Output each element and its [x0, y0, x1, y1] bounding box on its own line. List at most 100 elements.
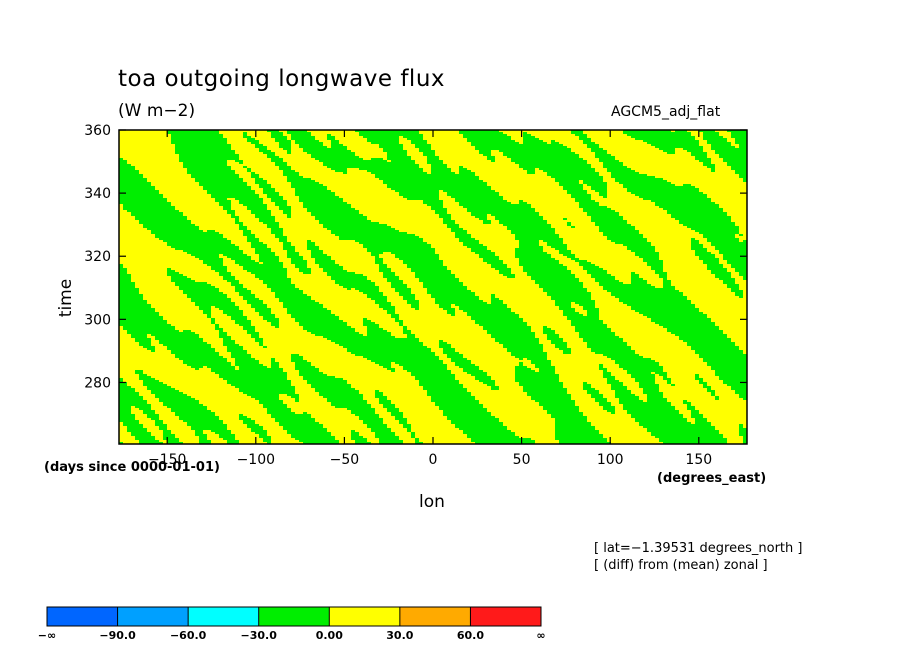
heatmap-cell [231, 282, 239, 284]
heatmap-cell [239, 414, 243, 416]
heatmap-cell [395, 418, 407, 420]
heatmap-cell [163, 432, 171, 434]
heatmap-cell [179, 418, 219, 420]
heatmap-cell [319, 392, 359, 394]
heatmap-cell [271, 158, 283, 160]
heatmap-cell [391, 282, 403, 284]
heatmap-cell [155, 336, 199, 338]
heatmap-cell [263, 152, 275, 154]
heatmap-cell [355, 442, 371, 444]
heatmap-cell [287, 216, 291, 218]
heatmap-cell [459, 132, 503, 134]
heatmap-cell [243, 422, 255, 424]
heatmap-cell [507, 156, 579, 158]
chart-units: (W m−2) [118, 101, 196, 121]
heatmap-cell [279, 146, 291, 148]
heatmap-cell [395, 416, 403, 418]
heatmap-cell [727, 130, 747, 132]
heatmap-cell [507, 348, 543, 350]
heatmap-cell [163, 434, 175, 436]
heatmap-cell [135, 340, 151, 342]
heatmap-cell [375, 302, 391, 304]
heatmap-cell [695, 254, 715, 256]
heatmap-cell [235, 386, 295, 388]
heatmap-cell [591, 188, 607, 190]
heatmap-cell [387, 280, 403, 282]
heatmap-cell [619, 402, 671, 404]
heatmap-cell [567, 224, 571, 226]
heatmap-cell [303, 378, 343, 380]
heatmap-cell [611, 172, 639, 174]
heatmap-cell [335, 234, 415, 236]
heatmap-cell [399, 322, 403, 324]
heatmap-cell [119, 286, 135, 288]
heatmap-cell [471, 212, 539, 214]
heatmap-cell [127, 428, 147, 430]
heatmap-cell [251, 246, 267, 248]
heatmap-cell [203, 188, 251, 190]
heatmap-cell [571, 258, 579, 260]
heatmap-cell [367, 248, 435, 250]
heatmap-cell [347, 350, 431, 352]
heatmap-cell [739, 396, 747, 398]
heatmap-cell [275, 420, 315, 422]
heatmap-cell [715, 152, 747, 154]
heatmap-cell [447, 226, 459, 228]
heatmap-cell [211, 318, 215, 320]
heatmap-cell [399, 420, 407, 422]
heatmap-cell [183, 360, 227, 362]
heatmap-cell [287, 214, 291, 216]
heatmap-cell [411, 140, 427, 142]
heatmap-cell [615, 394, 635, 396]
heatmap-cell [355, 288, 379, 290]
heatmap-cell [355, 414, 379, 416]
heatmap-cell [295, 438, 335, 440]
heatmap-cell [575, 328, 611, 330]
heatmap-cell [551, 296, 591, 298]
heatmap-cell [427, 204, 443, 206]
heatmap-cell [491, 336, 535, 338]
heatmap-cell [699, 258, 719, 260]
heatmap-cell [199, 438, 207, 440]
heatmap-cell [563, 350, 571, 352]
heatmap-cell [623, 184, 675, 186]
heatmap-cell [119, 416, 135, 418]
heatmap-cell [471, 250, 491, 252]
heatmap-cell [351, 412, 375, 414]
heatmap-cell [403, 136, 423, 138]
heatmap-cell [459, 170, 471, 172]
heatmap-cell [379, 144, 403, 146]
heatmap-cell [591, 220, 627, 222]
heatmap-cell [287, 250, 295, 252]
heatmap-cell [255, 308, 271, 310]
heatmap-cell [599, 366, 603, 368]
heatmap-cell [291, 356, 303, 358]
heatmap-cell [491, 214, 539, 216]
heatmap-cell [363, 136, 399, 138]
heatmap-cell [707, 264, 723, 266]
heatmap-cell [171, 410, 211, 412]
heatmap-cell [543, 288, 587, 290]
heatmap-cell [291, 258, 303, 260]
heatmap-cell [515, 376, 559, 378]
heatmap-cell [667, 330, 723, 332]
heatmap-cell [411, 142, 427, 144]
heatmap-cell [603, 406, 615, 408]
heatmap-cell [691, 152, 707, 154]
heatmap-cell [263, 222, 279, 224]
heatmap-cell [151, 350, 155, 352]
heatmap-cell [119, 312, 159, 314]
heatmap-cell [743, 276, 747, 278]
heatmap-cell [627, 410, 679, 412]
heatmap-cell [647, 428, 715, 430]
heatmap-cell [487, 330, 531, 332]
heatmap-cell [175, 354, 219, 356]
heatmap-cell [543, 326, 547, 328]
heatmap-cell [399, 324, 403, 326]
heatmap-cell [391, 160, 415, 162]
heatmap-cell [643, 258, 659, 260]
heatmap-cell [495, 268, 511, 270]
heatmap-cell [363, 244, 431, 246]
heatmap-cell [375, 394, 383, 396]
heatmap-cell [403, 326, 407, 328]
